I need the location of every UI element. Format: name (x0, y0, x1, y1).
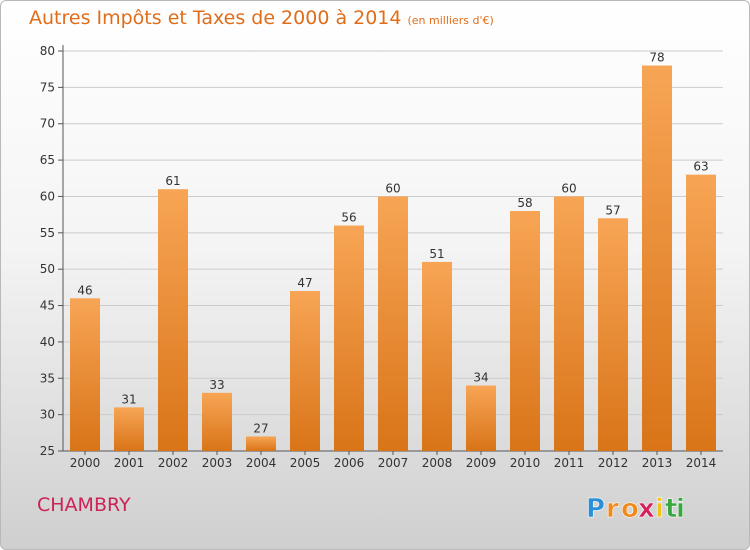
x-tick-label: 2000 (70, 456, 101, 470)
chart-header: Autres Impôts et Taxes de 2000 à 2014 (en… (29, 7, 494, 29)
chart-title: Autres Impôts et Taxes de 2000 à 2014 (29, 7, 402, 29)
x-tick-label: 2009 (466, 456, 497, 470)
data-label: 34 (473, 371, 488, 385)
bar (422, 261, 452, 451)
axes: 25 30 35 40 45 50 55 60 65 70 75 80 2000 2001 2002 2003… (40, 44, 723, 470)
y-tick-label: 45 (40, 299, 55, 313)
data-label: 60 (561, 181, 576, 195)
y-tick-label: 35 (40, 371, 55, 385)
bar (290, 291, 320, 451)
x-tick-label: 2004 (246, 456, 277, 470)
y-tick-label: 60 (40, 189, 55, 203)
data-label: 51 (429, 247, 444, 261)
data-label: 61 (165, 174, 180, 188)
data-label: 60 (385, 181, 400, 195)
bar (202, 392, 232, 451)
x-tick-label: 2014 (686, 456, 717, 470)
logo-letter: t (665, 494, 677, 524)
x-tick-label: 2010 (510, 456, 541, 470)
bar (554, 196, 584, 451)
x-tick-label: 2006 (334, 456, 365, 470)
bar (70, 298, 100, 451)
data-label: 31 (121, 392, 136, 406)
bar (466, 385, 496, 451)
logo-letter: x (638, 494, 655, 524)
y-tick-label: 75 (40, 80, 55, 94)
data-label: 27 (253, 421, 268, 435)
x-tick-label: 2012 (598, 456, 629, 470)
x-tick-label: 2007 (378, 456, 409, 470)
bar (378, 196, 408, 451)
data-label: 57 (605, 203, 620, 217)
data-label: 58 (517, 196, 532, 210)
bar (158, 189, 188, 451)
bar (246, 436, 276, 451)
x-tick-label: 2005 (290, 456, 321, 470)
data-label: 46 (77, 283, 92, 297)
data-label: 33 (209, 378, 224, 392)
bar (510, 211, 540, 451)
data-label: 47 (297, 276, 312, 290)
logo-letter: i (676, 494, 685, 524)
y-tick-label: 65 (40, 153, 55, 167)
x-tick-label: 2013 (642, 456, 673, 470)
y-tick-label: 30 (40, 408, 55, 422)
bar (598, 218, 628, 451)
x-tick-label: 2001 (114, 456, 145, 470)
bar (642, 65, 672, 451)
y-tick-label: 70 (40, 117, 55, 131)
y-tick-label: 55 (40, 226, 55, 240)
logo-letter: i (655, 494, 664, 524)
data-label: 78 (649, 51, 664, 65)
bar (114, 407, 144, 451)
x-tick-label: 2002 (158, 456, 189, 470)
bar (334, 225, 364, 451)
y-tick-label: 40 (40, 335, 55, 349)
y-tick-label: 80 (40, 44, 55, 58)
logo-letter: o (621, 494, 639, 524)
y-tick-label: 50 (40, 262, 55, 276)
x-tick-label: 2011 (554, 456, 585, 470)
data-label: 63 (693, 160, 708, 174)
bars (70, 65, 716, 452)
bar (686, 174, 716, 452)
x-tick-label: 2008 (422, 456, 453, 470)
x-tick-label: 2003 (202, 456, 233, 470)
y-tick-label: 25 (40, 444, 55, 458)
data-label: 56 (341, 211, 356, 225)
data-labels: 46 31 61 33 27 47 56 60 51 34 58 60 57 78 63 (77, 51, 708, 436)
logo-letter: r (606, 494, 619, 524)
commune-name: CHAMBRY (37, 494, 131, 516)
chart-subtitle: (en milliers d'€) (407, 14, 494, 27)
logo-letter: P (586, 494, 605, 524)
